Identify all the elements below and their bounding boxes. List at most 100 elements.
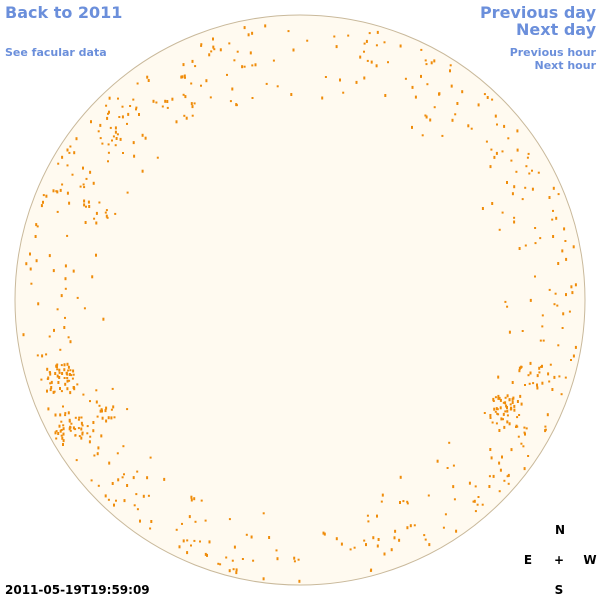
facula bbox=[61, 372, 64, 375]
previous-hour-link[interactable]: Previous hour bbox=[510, 46, 597, 59]
facula bbox=[82, 166, 84, 170]
facula bbox=[108, 461, 111, 465]
facula bbox=[492, 400, 495, 402]
previous-day-link[interactable]: Previous day bbox=[480, 3, 597, 22]
facula bbox=[100, 434, 103, 438]
facula bbox=[375, 44, 378, 47]
next-hour-link[interactable]: Next hour bbox=[535, 59, 597, 72]
facula bbox=[112, 135, 115, 138]
facula bbox=[83, 186, 86, 189]
facula bbox=[495, 407, 498, 411]
facula bbox=[105, 214, 108, 218]
facula bbox=[166, 106, 169, 109]
facula bbox=[380, 500, 383, 503]
facula bbox=[233, 545, 236, 549]
facular-link[interactable]: See facular data bbox=[5, 46, 107, 59]
facula bbox=[184, 76, 186, 79]
facula bbox=[47, 407, 50, 411]
facula bbox=[107, 416, 110, 420]
facula bbox=[68, 373, 71, 376]
facula bbox=[518, 414, 521, 416]
facula bbox=[59, 413, 62, 417]
facula bbox=[503, 425, 506, 429]
facula bbox=[275, 549, 278, 552]
facula bbox=[91, 275, 94, 279]
facula bbox=[200, 84, 202, 87]
facula bbox=[190, 498, 193, 502]
facula bbox=[425, 63, 428, 66]
facula bbox=[81, 432, 84, 436]
facula bbox=[501, 455, 503, 459]
facula bbox=[366, 514, 369, 517]
facula bbox=[132, 141, 135, 145]
facula bbox=[59, 348, 62, 351]
facula bbox=[368, 32, 371, 35]
facula bbox=[66, 191, 69, 195]
facula bbox=[61, 436, 64, 440]
facula bbox=[520, 365, 523, 369]
facula bbox=[181, 522, 183, 525]
facula bbox=[498, 490, 501, 493]
facula bbox=[193, 539, 196, 542]
facula bbox=[112, 405, 115, 409]
facula bbox=[489, 417, 492, 419]
facula bbox=[56, 363, 59, 366]
facula bbox=[70, 422, 73, 425]
facula bbox=[424, 538, 427, 541]
facula bbox=[508, 398, 511, 402]
facula bbox=[524, 384, 526, 386]
facula bbox=[370, 60, 373, 64]
back-link[interactable]: Back to 2011 bbox=[5, 3, 122, 22]
facula bbox=[430, 61, 433, 65]
facula bbox=[321, 96, 324, 100]
facula bbox=[474, 485, 477, 488]
facula bbox=[66, 164, 69, 167]
facula bbox=[574, 345, 577, 349]
facula bbox=[106, 216, 109, 219]
facula bbox=[204, 552, 207, 556]
facula bbox=[383, 41, 386, 44]
facula bbox=[99, 137, 102, 140]
facula bbox=[62, 432, 65, 436]
facula bbox=[436, 459, 439, 463]
facula bbox=[56, 210, 59, 213]
facula bbox=[236, 50, 239, 53]
facula bbox=[324, 76, 327, 78]
facula bbox=[500, 417, 503, 421]
facula bbox=[102, 317, 105, 321]
facula bbox=[376, 544, 379, 548]
facula bbox=[155, 101, 158, 104]
facula bbox=[510, 159, 513, 162]
facula bbox=[335, 537, 338, 541]
facula bbox=[146, 476, 149, 480]
facula bbox=[491, 202, 494, 205]
facula bbox=[49, 372, 52, 376]
facula bbox=[365, 39, 368, 43]
facula bbox=[108, 110, 110, 114]
facula bbox=[133, 504, 136, 507]
facula bbox=[322, 531, 325, 535]
facula bbox=[191, 59, 194, 63]
facula bbox=[262, 512, 265, 515]
facula bbox=[123, 473, 125, 476]
facula bbox=[122, 445, 125, 448]
facula bbox=[366, 59, 369, 62]
facula bbox=[45, 353, 48, 356]
facula bbox=[551, 388, 554, 391]
facula bbox=[548, 380, 551, 383]
facula bbox=[110, 416, 113, 420]
next-day-link[interactable]: Next day bbox=[516, 20, 597, 39]
facula bbox=[529, 361, 532, 365]
facula bbox=[461, 90, 464, 94]
facula bbox=[339, 78, 341, 82]
facula bbox=[104, 494, 107, 498]
facula bbox=[492, 397, 495, 401]
facula bbox=[516, 148, 519, 152]
facula bbox=[365, 543, 367, 547]
facula bbox=[494, 114, 497, 118]
facula bbox=[506, 414, 509, 417]
facula bbox=[144, 136, 147, 140]
facula bbox=[470, 127, 473, 130]
facula bbox=[524, 432, 526, 436]
